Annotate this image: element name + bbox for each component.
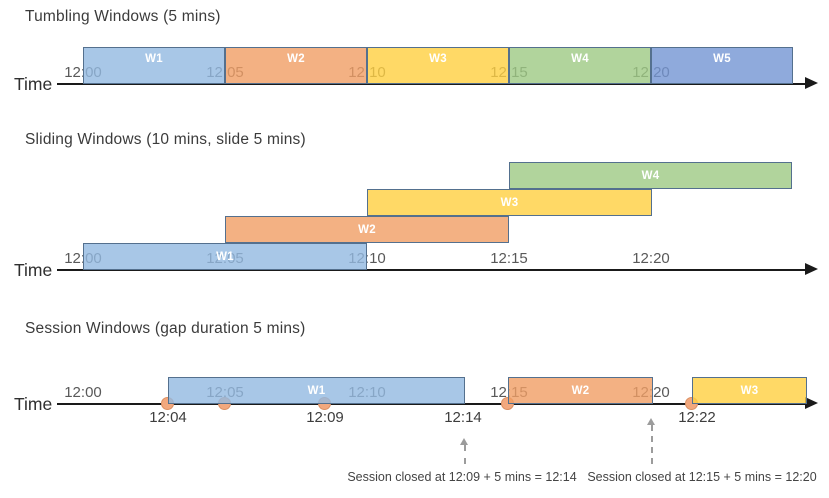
tick-label-1205: 12:05 bbox=[206, 64, 244, 81]
tick-label-1210: 12:10 bbox=[348, 64, 386, 81]
time-axis-arrowhead-icon bbox=[805, 263, 818, 275]
window-sliding-w1: W1 bbox=[83, 243, 367, 270]
time-axis bbox=[57, 83, 806, 85]
event-time-label-1204: 12:04 bbox=[149, 409, 187, 426]
window-label: W3 bbox=[740, 384, 759, 397]
tick-label-1220: 12:20 bbox=[632, 64, 670, 81]
dashed-up-arrow-line bbox=[651, 425, 653, 464]
window-label: W4 bbox=[641, 169, 660, 182]
session-closed-note-2: Session closed at 12:15 + 5 mins = 12:20 bbox=[587, 470, 817, 484]
window-label: W4 bbox=[571, 52, 589, 65]
session-closed-note-1: Session closed at 12:09 + 5 mins = 12:14 bbox=[347, 470, 577, 484]
section-title-session: Session Windows (gap duration 5 mins) bbox=[25, 320, 306, 337]
tick-label-1200: 12:00 bbox=[64, 64, 102, 81]
tick-label-1210: 12:10 bbox=[348, 250, 386, 267]
window-tumbling-w5: W5 bbox=[651, 47, 793, 84]
time-axis bbox=[57, 269, 806, 271]
dashed-up-arrow-head-icon bbox=[647, 418, 655, 425]
event-time-label-1209: 12:09 bbox=[306, 409, 344, 426]
window-tumbling-w2: W2 bbox=[225, 47, 367, 84]
window-label: W2 bbox=[358, 223, 376, 236]
dashed-up-arrow-head-icon bbox=[460, 438, 468, 445]
window-sliding-w2: W2 bbox=[225, 216, 509, 243]
event-dot-3 bbox=[318, 397, 331, 410]
window-label: W2 bbox=[571, 384, 590, 397]
window-session-w2: W2 bbox=[508, 377, 653, 404]
window-label: W3 bbox=[500, 196, 519, 209]
time-axis-arrowhead-icon bbox=[805, 397, 818, 409]
tick-label-1200: 12:00 bbox=[64, 250, 102, 267]
window-tumbling-w4: W4 bbox=[509, 47, 651, 84]
dashed-up-arrow-line bbox=[464, 445, 466, 464]
tick-label-1200: 12:00 bbox=[64, 384, 102, 401]
time-axis-label: Time bbox=[14, 260, 53, 280]
time-axis-label: Time bbox=[14, 394, 53, 414]
section-title-tumbling: Tumbling Windows (5 mins) bbox=[25, 8, 221, 25]
window-tumbling-w3: W3 bbox=[367, 47, 509, 84]
event-dot-5 bbox=[685, 397, 698, 410]
time-axis-arrowhead-icon bbox=[805, 77, 818, 89]
window-sliding-w4: W4 bbox=[509, 162, 792, 189]
tick-label-1215: 12:15 bbox=[490, 384, 528, 401]
window-label: W2 bbox=[287, 52, 305, 65]
tick-label-1220: 12:20 bbox=[632, 250, 670, 267]
event-dot-1 bbox=[161, 397, 174, 410]
window-label: W5 bbox=[713, 52, 731, 65]
window-tumbling-w1: W1 bbox=[83, 47, 225, 84]
event-dot-4 bbox=[501, 397, 514, 410]
event-time-label-1214: 12:14 bbox=[444, 409, 482, 426]
window-sliding-w3: W3 bbox=[367, 189, 652, 216]
event-dot-2 bbox=[218, 397, 231, 410]
time-axis bbox=[57, 403, 806, 405]
window-session-w1: W1 bbox=[168, 377, 465, 404]
window-label: W1 bbox=[216, 250, 234, 263]
tick-label-1205: 12:05 bbox=[206, 250, 244, 267]
window-session-w3: W3 bbox=[692, 377, 807, 404]
section-title-sliding: Sliding Windows (10 mins, slide 5 mins) bbox=[25, 131, 306, 148]
tick-label-1210: 12:10 bbox=[348, 384, 386, 401]
time-axis-label: Time bbox=[14, 74, 53, 94]
tick-label-1215: 12:15 bbox=[490, 250, 528, 267]
tick-label-1215: 12:15 bbox=[490, 64, 528, 81]
window-label: W1 bbox=[145, 52, 163, 65]
event-time-label-1222: 12:22 bbox=[678, 409, 716, 426]
tick-label-1220: 12:20 bbox=[632, 384, 670, 401]
tick-label-1205: 12:05 bbox=[206, 384, 244, 401]
window-label: W3 bbox=[429, 52, 447, 65]
window-label: W1 bbox=[307, 384, 326, 397]
